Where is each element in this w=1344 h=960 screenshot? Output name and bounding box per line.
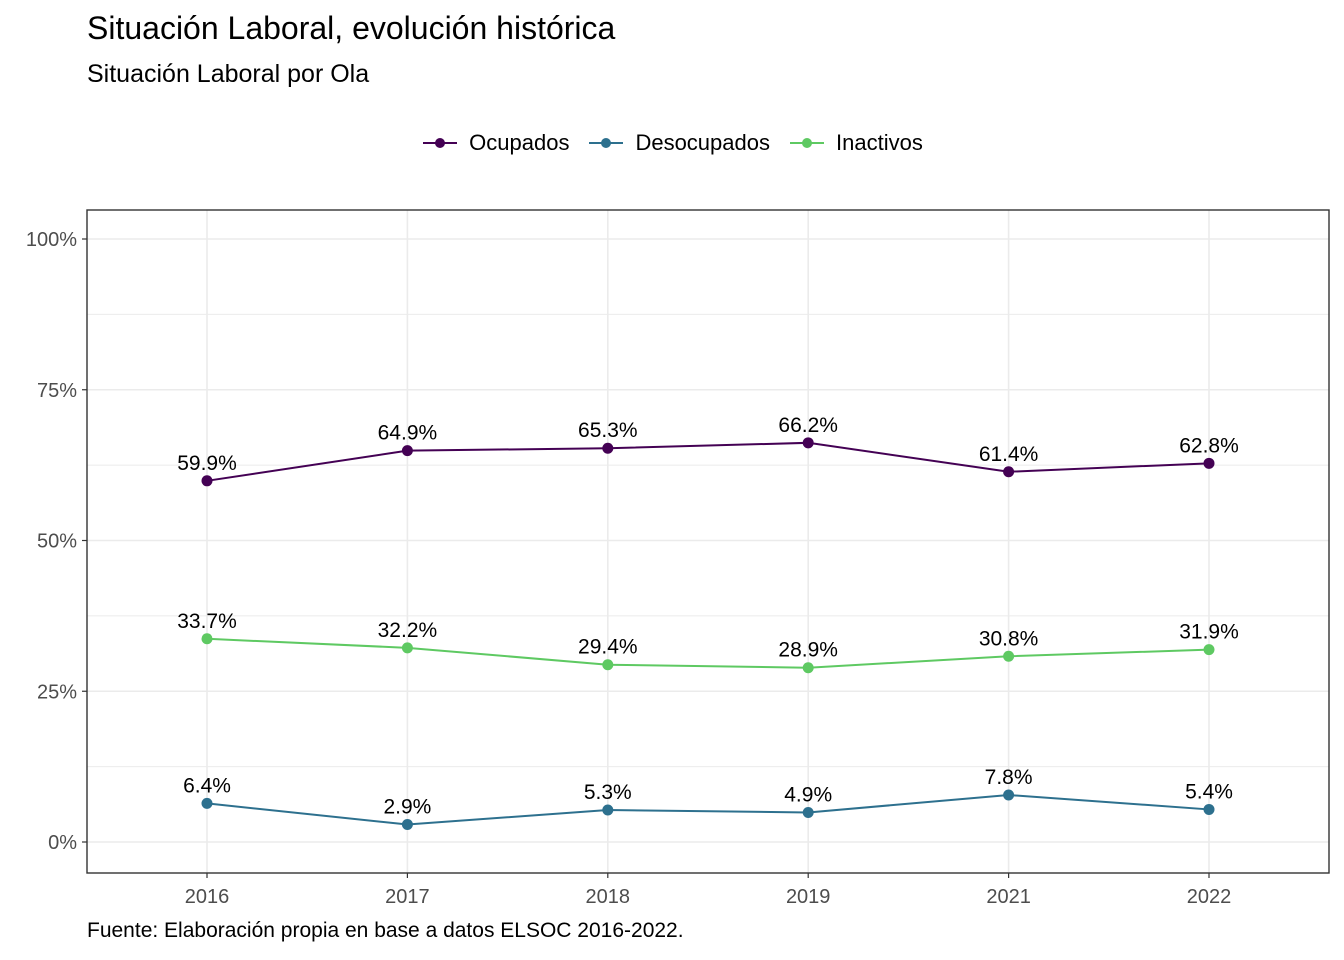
data-point-ocupados xyxy=(1003,466,1015,478)
y-tick-label: 100% xyxy=(26,229,77,251)
data-point-inactivos xyxy=(802,662,814,674)
data-point-inactivos xyxy=(201,633,213,645)
series-line-ocupados xyxy=(206,441,1210,482)
data-point-ocupados xyxy=(401,445,413,457)
legend-item-desocupados: Desocupados xyxy=(587,128,770,158)
data-point-desocupados xyxy=(1003,789,1015,801)
data-label-inactivos: 32.2% xyxy=(378,619,438,642)
y-tick-label: 50% xyxy=(37,531,77,553)
chart-subtitle: Situación Laboral por Ola xyxy=(87,60,370,88)
chart-title: Situación Laboral, evolución histórica xyxy=(87,10,616,46)
chart-caption: Fuente: Elaboración propia en base a dat… xyxy=(87,919,684,942)
data-point-inactivos xyxy=(602,659,614,671)
x-tick-label: 2019 xyxy=(786,886,831,908)
series-line-inactivos xyxy=(206,637,1210,669)
data-label-ocupados: 64.9% xyxy=(378,422,438,445)
y-tick-label: 75% xyxy=(37,380,77,402)
data-point-ocupados xyxy=(1203,457,1215,469)
x-tick-label: 2021 xyxy=(986,886,1031,908)
legend-key-ocupados xyxy=(423,138,458,148)
data-label-desocupados: 2.9% xyxy=(383,796,431,819)
data-point-inactivos xyxy=(401,642,413,654)
data-point-ocupados xyxy=(802,437,814,449)
data-point-ocupados xyxy=(201,475,213,487)
data-label-inactivos: 29.4% xyxy=(578,636,638,659)
legend-item-ocupados: Ocupados xyxy=(421,128,569,158)
legend-label-desocupados: Desocupados xyxy=(635,130,770,155)
data-label-desocupados: 5.3% xyxy=(584,781,632,804)
data-point-desocupados xyxy=(602,804,614,816)
legend-item-inactivos: Inactivos xyxy=(788,128,923,158)
data-label-inactivos: 33.7% xyxy=(177,610,237,633)
data-point-desocupados xyxy=(401,819,413,831)
data-point-desocupados xyxy=(1203,803,1215,815)
data-point-desocupados xyxy=(201,797,213,809)
legend-label-ocupados: Ocupados xyxy=(469,130,570,155)
data-label-desocupados: 5.4% xyxy=(1185,780,1233,803)
data-label-inactivos: 31.9% xyxy=(1179,621,1239,644)
data-label-ocupados: 59.9% xyxy=(177,452,237,475)
panel-border xyxy=(86,209,1330,874)
data-label-inactivos: 30.8% xyxy=(979,627,1039,650)
legend-label-inactivos: Inactivos xyxy=(836,130,923,155)
data-label-desocupados: 4.9% xyxy=(784,783,832,806)
x-tick-label: 2016 xyxy=(185,886,230,908)
data-point-ocupados xyxy=(602,442,614,454)
series-line-desocupados xyxy=(206,793,1210,826)
x-tick-label: 2017 xyxy=(385,886,430,908)
data-label-ocupados: 66.2% xyxy=(778,414,838,437)
data-point-inactivos xyxy=(1203,644,1215,656)
data-label-ocupados: 61.4% xyxy=(979,443,1039,466)
data-point-inactivos xyxy=(1003,650,1015,662)
legend-key-inactivos xyxy=(790,138,824,148)
x-tick-label: 2022 xyxy=(1187,886,1232,908)
x-tick-label: 2018 xyxy=(586,886,631,908)
data-label-ocupados: 65.3% xyxy=(578,419,638,442)
data-label-desocupados: 6.4% xyxy=(183,774,231,797)
y-tick-label: 0% xyxy=(48,832,77,854)
legend-key-desocupados xyxy=(589,138,624,148)
data-label-desocupados: 7.8% xyxy=(985,766,1033,789)
data-label-ocupados: 62.8% xyxy=(1179,434,1239,457)
legend: Ocupados Desocupados Inactivos xyxy=(0,128,1344,158)
data-point-desocupados xyxy=(802,806,814,818)
y-tick-label: 25% xyxy=(37,681,77,703)
data-label-inactivos: 28.9% xyxy=(778,639,838,662)
